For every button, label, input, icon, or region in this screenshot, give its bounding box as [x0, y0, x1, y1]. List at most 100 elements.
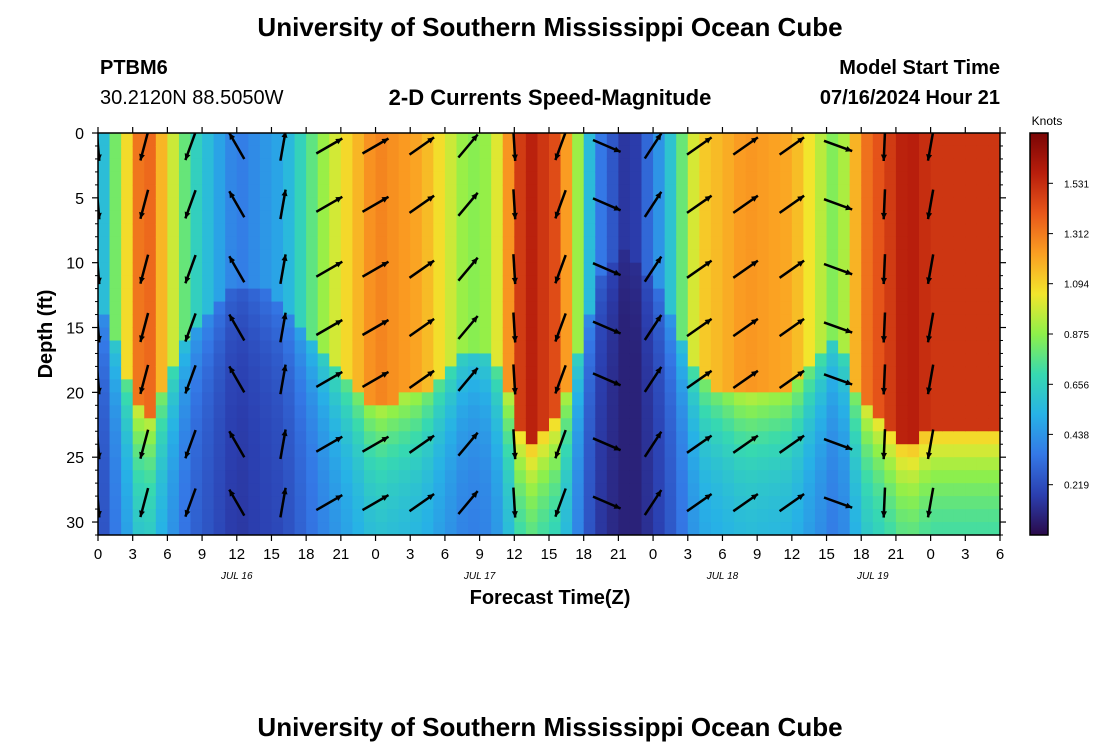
heatmap-cell — [387, 483, 400, 497]
heatmap-cell — [259, 431, 273, 445]
heatmap-cell — [294, 444, 307, 458]
heatmap-cell — [98, 288, 111, 303]
heatmap-cell — [549, 223, 562, 238]
heatmap-cell — [537, 171, 550, 186]
heatmap-cell — [988, 418, 1000, 432]
heatmap-cell — [190, 340, 203, 355]
heatmap-cell — [861, 171, 874, 186]
heatmap-cell — [664, 210, 677, 225]
heatmap-cell — [398, 223, 411, 238]
heatmap-cell — [699, 145, 712, 160]
heatmap-cell — [803, 392, 816, 406]
current-arrow-head — [511, 387, 518, 395]
current-arrow-head — [281, 487, 288, 495]
heatmap-cell — [884, 444, 897, 458]
heatmap-cell — [317, 366, 330, 380]
heatmap-cell — [583, 457, 596, 471]
current-arrow-head — [184, 153, 191, 161]
heatmap-cell — [213, 392, 226, 406]
heatmap-cell — [641, 353, 654, 368]
current-arrow-head — [554, 386, 561, 394]
heatmap-cell — [225, 171, 238, 186]
heatmap-cell — [676, 327, 689, 342]
heatmap-cell — [271, 405, 284, 419]
heatmap-cell — [387, 249, 400, 264]
heatmap-cell — [340, 444, 354, 458]
heatmap-cell — [387, 327, 400, 342]
heatmap-cell — [861, 405, 874, 419]
heatmap-cell — [826, 158, 839, 173]
heatmap-cell — [953, 418, 966, 432]
heatmap-cell — [919, 288, 932, 303]
heatmap-cell — [352, 366, 365, 380]
heatmap-cell — [352, 171, 365, 186]
heatmap-cell — [618, 223, 631, 238]
heatmap-cell — [930, 145, 943, 160]
heatmap-cell — [653, 327, 666, 342]
current-arrow-head — [335, 371, 343, 378]
current-arrow-head — [704, 137, 712, 144]
heatmap-cell — [109, 275, 122, 290]
heatmap-cell — [155, 327, 168, 342]
x-tick-label: 6 — [718, 546, 726, 563]
heatmap-cell — [722, 431, 735, 445]
heatmap-cell — [653, 509, 666, 523]
heatmap-cell — [734, 340, 747, 355]
heatmap-cell — [537, 457, 550, 471]
heatmap-cell — [502, 171, 515, 186]
heatmap-cell — [710, 353, 724, 368]
heatmap-cell — [976, 509, 990, 523]
heatmap-cell — [525, 340, 539, 355]
current-arrow-head — [184, 386, 191, 394]
heatmap-cell — [155, 340, 168, 355]
heatmap-cell — [421, 327, 434, 342]
heatmap-cell — [167, 184, 180, 199]
heatmap-cell — [953, 158, 966, 173]
heatmap-cell — [549, 314, 562, 329]
heatmap-cell — [213, 223, 226, 238]
heatmap-cell — [618, 392, 631, 406]
heatmap-cell — [98, 457, 111, 471]
heatmap-cell — [734, 249, 747, 264]
heatmap-cell — [340, 457, 354, 471]
heatmap-cell — [572, 275, 585, 290]
heatmap-cell — [791, 327, 805, 342]
heatmap-cell — [687, 197, 700, 212]
heatmap-cell — [838, 314, 851, 329]
heatmap-cell — [132, 483, 145, 497]
heatmap-cell — [306, 145, 319, 160]
heatmap-cell — [572, 133, 585, 147]
heatmap-cell — [491, 184, 504, 199]
heatmap-cell — [895, 483, 909, 497]
heatmap-cell — [907, 327, 920, 342]
heatmap-cell — [641, 288, 654, 303]
heatmap-cell — [213, 210, 226, 225]
heatmap-cell — [872, 197, 885, 212]
heatmap-cell — [444, 249, 458, 264]
heatmap-cell — [144, 145, 157, 160]
heatmap-cell — [814, 353, 828, 368]
heatmap-cell — [410, 301, 423, 316]
heatmap-cell — [745, 405, 758, 419]
heatmap-cell — [352, 210, 365, 225]
heatmap-cell — [456, 522, 469, 535]
heatmap-cell — [178, 133, 192, 147]
heatmap-cell — [872, 470, 885, 484]
heatmap-cell — [745, 288, 758, 303]
heatmap-cell — [421, 171, 434, 186]
heatmap-cell — [757, 431, 770, 445]
heatmap-cell — [248, 327, 261, 342]
heatmap-cell — [502, 197, 515, 212]
x-tick-label: 6 — [996, 546, 1004, 563]
heatmap-cell — [676, 133, 689, 147]
heatmap-cell — [283, 340, 296, 355]
heatmap-cell — [167, 483, 180, 497]
heatmap-cell — [375, 379, 388, 393]
current-arrow-head — [98, 452, 102, 460]
heatmap-cell — [757, 509, 770, 523]
heatmap-cell — [965, 262, 978, 277]
heatmap-cell — [560, 171, 573, 186]
heatmap-cell — [919, 470, 932, 484]
heatmap-cell — [190, 197, 203, 212]
heatmap-cell — [155, 392, 168, 406]
